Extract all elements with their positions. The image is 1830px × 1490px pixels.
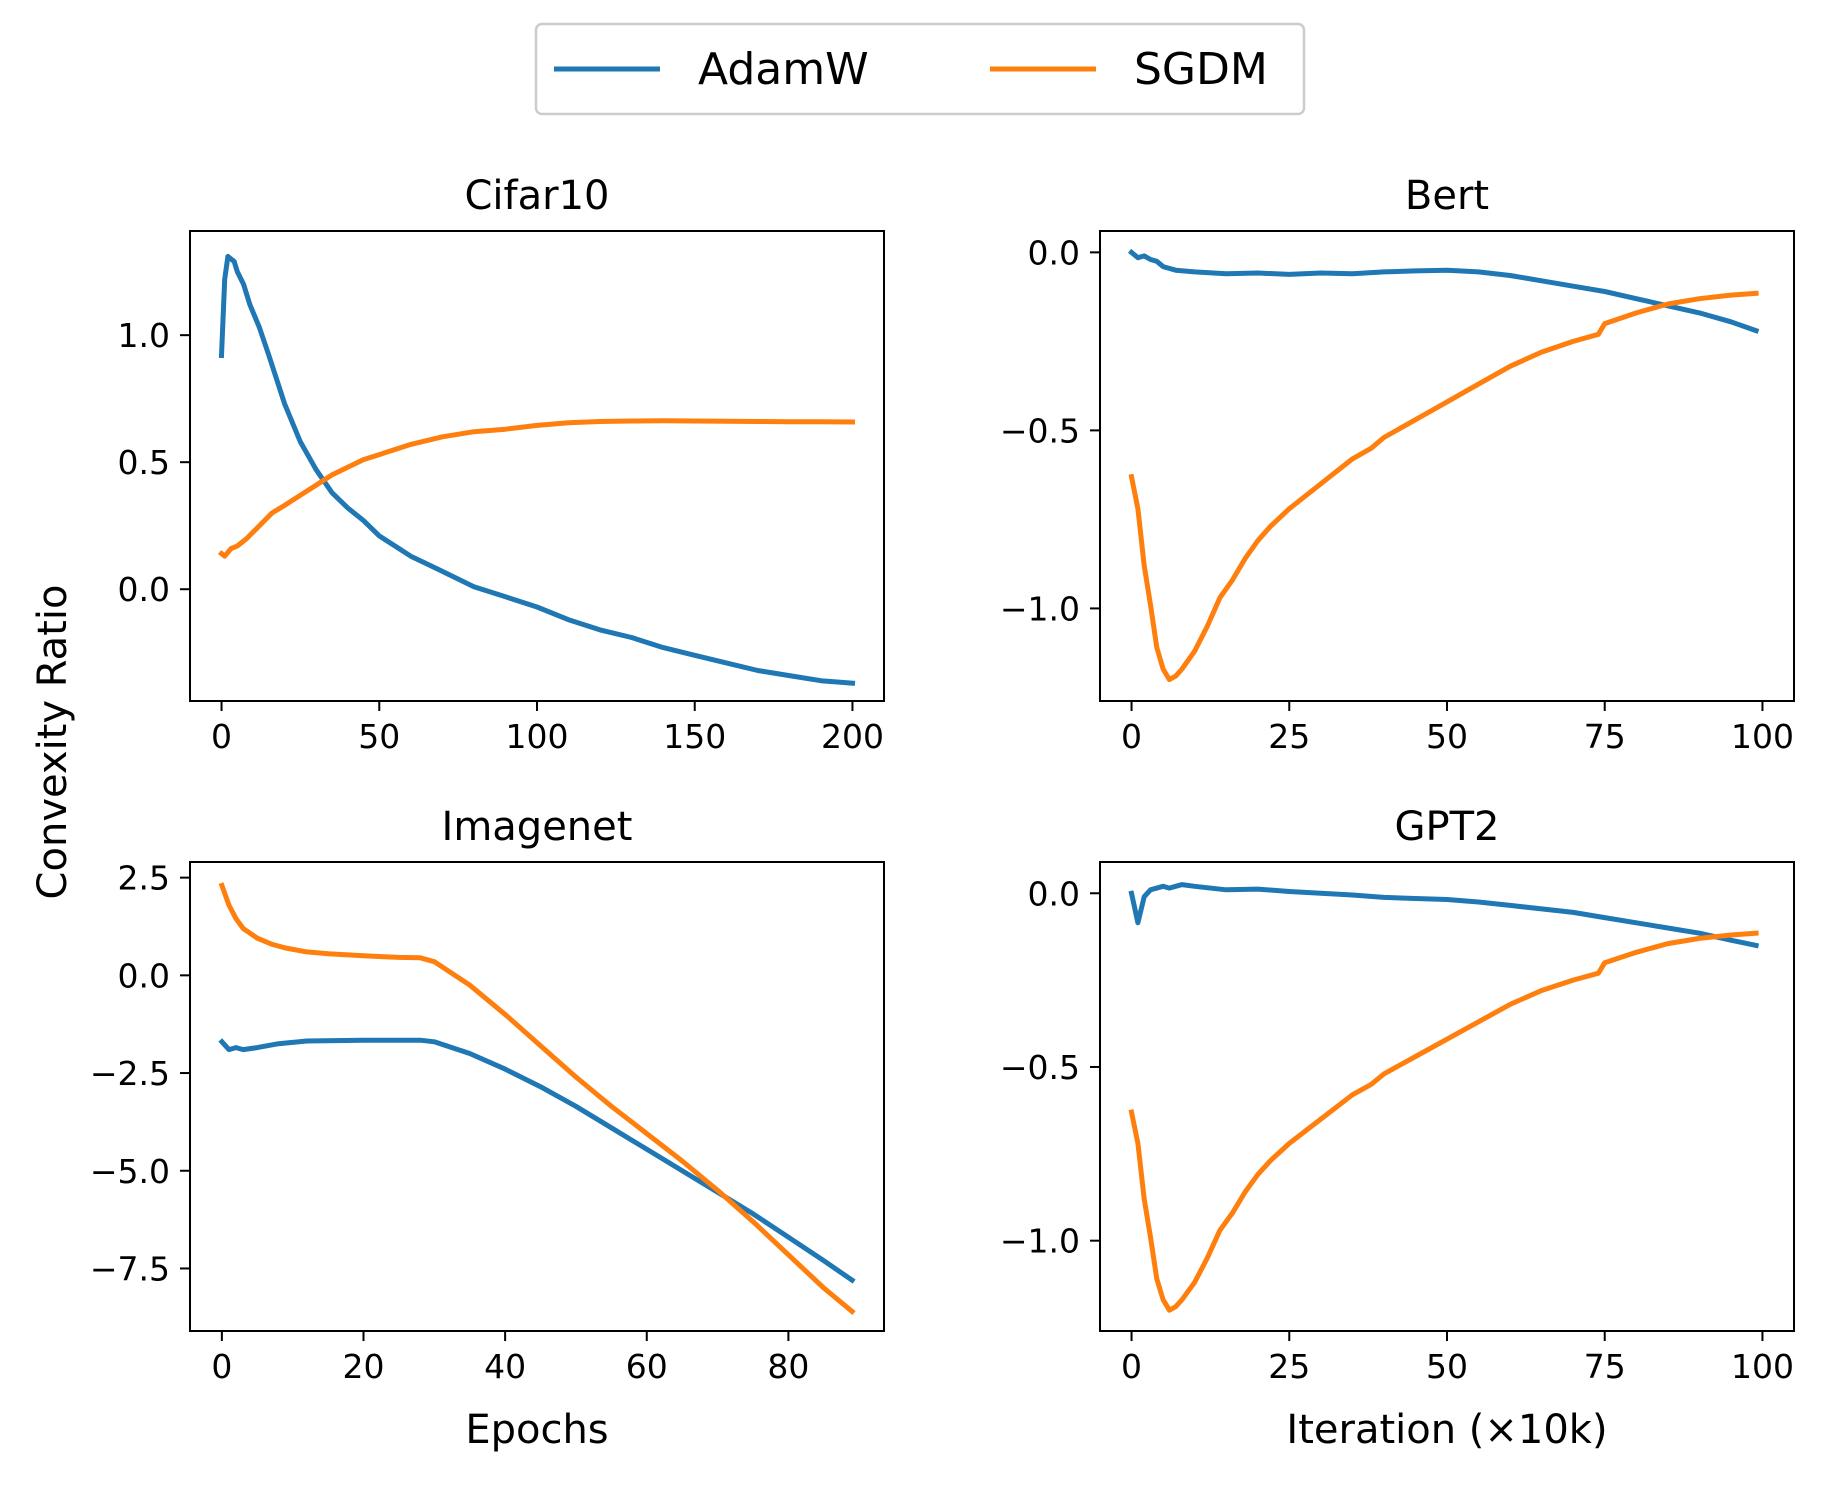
cifar10-title: Cifar10 bbox=[465, 173, 610, 219]
bert-x-tick-label: 0 bbox=[1121, 717, 1142, 756]
cifar10-y-tick-label: 1.0 bbox=[118, 316, 170, 355]
imagenet-x-tick-label: 20 bbox=[343, 1347, 385, 1386]
imagenet-x-tick-label: 60 bbox=[626, 1347, 668, 1386]
imagenet-y-tick-label: −5.0 bbox=[90, 1152, 170, 1191]
imagenet-axes-frame bbox=[189, 861, 885, 1332]
legend-frame bbox=[534, 22, 1306, 116]
bert-x-tick-label: 75 bbox=[1584, 717, 1626, 756]
gpt2-line-adamw bbox=[1128, 882, 1760, 949]
gpt2-y-tick-label: −1.0 bbox=[1000, 1222, 1080, 1261]
cifar10-x-tick-label: 100 bbox=[506, 717, 569, 756]
panel-gpt2: 0 25 50 75 100 0.0 −0.5 −1.0 GPT2 Iteration (×10k… bbox=[1000, 804, 1795, 1453]
legend: AdamW SGDM bbox=[534, 22, 1306, 116]
bert-title: Bert bbox=[1405, 173, 1489, 219]
legend-label-adamw: AdamW bbox=[698, 44, 869, 95]
bert-series-group bbox=[1127, 248, 1760, 683]
imagenet-x-tick-label: 40 bbox=[484, 1347, 526, 1386]
bert-x-tick-label: 100 bbox=[1731, 717, 1794, 756]
gpt2-x-tick-label: 50 bbox=[1426, 1347, 1468, 1386]
gpt2-x-tick-label: 25 bbox=[1268, 1347, 1310, 1386]
gpt2-x-tick-label: 75 bbox=[1584, 1347, 1626, 1386]
gpt2-y-tick-label: −0.5 bbox=[1000, 1048, 1080, 1087]
shared-y-axis-label: Convexity Ratio bbox=[30, 585, 76, 900]
gpt2-x-tick-label: 0 bbox=[1121, 1347, 1142, 1386]
cifar10-x-tick-label: 200 bbox=[821, 717, 884, 756]
bert-line-adamw bbox=[1127, 248, 1760, 334]
imagenet-y-tick-label: −2.5 bbox=[90, 1054, 170, 1093]
gpt2-x-tick-label: 100 bbox=[1731, 1347, 1794, 1386]
cifar10-x-tick-label: 0 bbox=[211, 717, 232, 756]
imagenet-line-sgdm bbox=[218, 882, 856, 1316]
bert-line-sgdm bbox=[1128, 290, 1759, 683]
legend-label-sgdm: SGDM bbox=[1134, 44, 1268, 95]
cifar10-line-sgdm bbox=[217, 418, 856, 559]
bert-y-tick-label: −0.5 bbox=[1000, 411, 1080, 450]
panel-cifar10: 0 50 100 150 200 0.0 0.5 1.0 Cifar10 bbox=[118, 173, 885, 756]
imagenet-x-axis-label: Epochs bbox=[465, 1407, 608, 1453]
imagenet-y-tick-label: 2.5 bbox=[118, 859, 170, 898]
gpt2-line-sgdm bbox=[1128, 930, 1759, 1313]
cifar10-x-tick-label: 50 bbox=[358, 717, 400, 756]
panel-bert: 0 25 50 75 100 0.0 −0.5 −1.0 Bert bbox=[1000, 173, 1795, 756]
imagenet-y-tick-label: −7.5 bbox=[90, 1249, 170, 1288]
bert-x-tick-label: 50 bbox=[1426, 717, 1468, 756]
gpt2-title: GPT2 bbox=[1395, 804, 1500, 850]
gpt2-x-axis-label: Iteration (×10k) bbox=[1286, 1407, 1607, 1453]
cifar10-line-adamw bbox=[218, 253, 856, 686]
cifar10-series-group bbox=[217, 253, 856, 686]
gpt2-y-tick-label: 0.0 bbox=[1028, 874, 1080, 913]
bert-y-tick-label: 0.0 bbox=[1028, 233, 1080, 272]
panel-imagenet: 0 20 40 60 80 2.5 0.0 −2.5 −5.0 −7.5 Imagenet Epoch… bbox=[90, 804, 885, 1453]
cifar10-y-tick-label: 0.5 bbox=[118, 443, 170, 482]
imagenet-x-tick-label: 0 bbox=[211, 1347, 232, 1386]
imagenet-title: Imagenet bbox=[442, 804, 633, 850]
imagenet-series-group bbox=[218, 882, 856, 1316]
gpt2-series-group bbox=[1128, 882, 1760, 1313]
imagenet-y-tick-label: 0.0 bbox=[118, 956, 170, 995]
bert-y-tick-label: −1.0 bbox=[1000, 589, 1080, 628]
cifar10-y-tick-label: 0.0 bbox=[118, 570, 170, 609]
cifar10-x-tick-label: 150 bbox=[663, 717, 726, 756]
imagenet-x-tick-label: 80 bbox=[767, 1347, 809, 1386]
bert-x-tick-label: 25 bbox=[1268, 717, 1310, 756]
